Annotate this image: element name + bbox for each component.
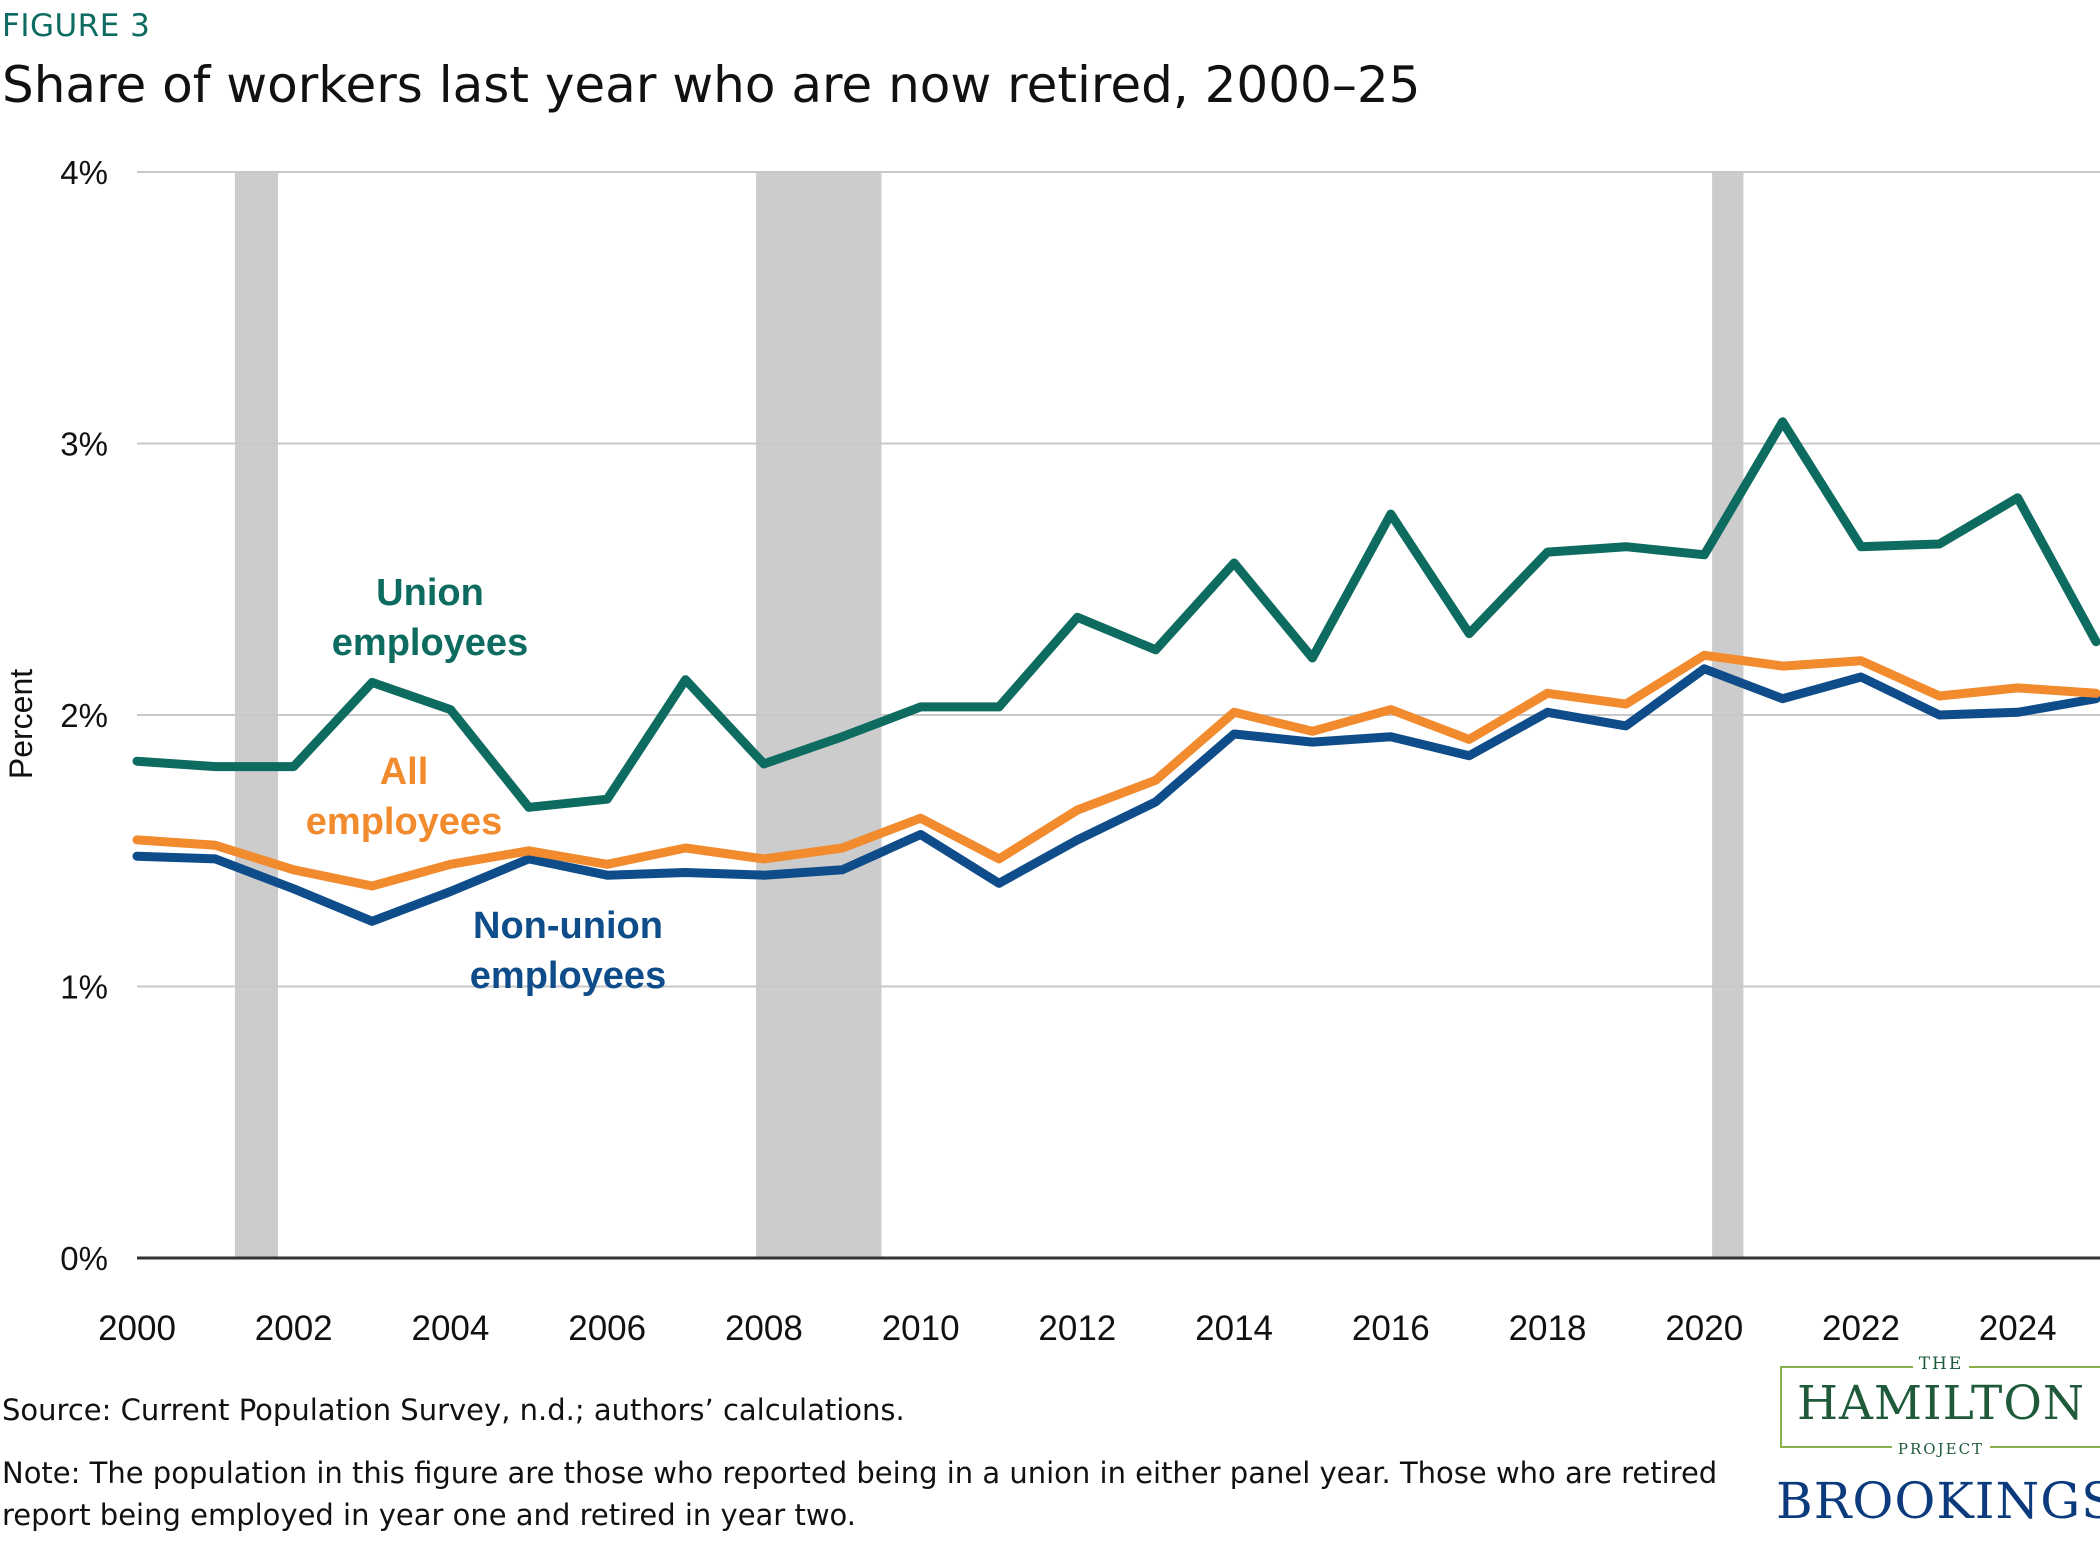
x-tick-label: 2010: [882, 1309, 960, 1348]
x-tick-label: 2016: [1352, 1309, 1430, 1348]
brookings-logo: BROOKINGS: [1776, 1472, 2100, 1530]
series-label-non-union: Non-union employees: [470, 905, 666, 997]
chart-title: Share of workers last year who are now r…: [2, 56, 1421, 114]
y-tick-label: 2%: [60, 697, 108, 734]
x-tick-label: 2000: [98, 1309, 176, 1348]
series-label-all: All employees: [306, 751, 502, 843]
logo-the: THE: [1912, 1354, 1970, 1374]
y-axis-label: Percent: [3, 669, 39, 779]
series-label-union: Union employees: [332, 572, 528, 664]
footnote: Note: The population in this figure are …: [2, 1456, 1718, 1532]
x-tick-label: 2004: [412, 1309, 490, 1348]
x-tick-label: 2008: [725, 1309, 803, 1348]
x-tick-label: 2006: [568, 1309, 646, 1348]
source-note: Source: Current Population Survey, n.d.;…: [2, 1393, 905, 1427]
series-line-all: [132, 650, 2100, 891]
logo-project: PROJECT: [1891, 1440, 1991, 1458]
logo-hamilton: HAMILTON: [1796, 1376, 2085, 1431]
x-tick-label: 2002: [255, 1309, 333, 1348]
x-tick-label: 2018: [1509, 1309, 1587, 1348]
line-chart: 0% 1% 2% 3% 4% 2000 2002 2004 2006 2008 2010 2012 2…: [3, 154, 2100, 1348]
y-tick-label: 0%: [60, 1240, 108, 1277]
y-tick-label: 4%: [60, 154, 108, 191]
y-tick-label: 3%: [60, 426, 108, 463]
hamilton-project-logo: THE HAMILTON PROJECT: [1780, 1354, 2100, 1458]
x-tick-label: 2012: [1038, 1309, 1116, 1348]
x-tick-label: 2024: [1979, 1309, 2057, 1348]
x-tick-label: 2020: [1665, 1309, 1743, 1348]
y-tick-label: 1%: [60, 969, 108, 1006]
x-tick-label: 2022: [1822, 1309, 1900, 1348]
figure-label: FIGURE 3: [2, 8, 151, 44]
series-line-non-union: [132, 664, 2100, 926]
series-line-union: [132, 417, 2100, 812]
x-tick-label: 2014: [1195, 1309, 1273, 1348]
